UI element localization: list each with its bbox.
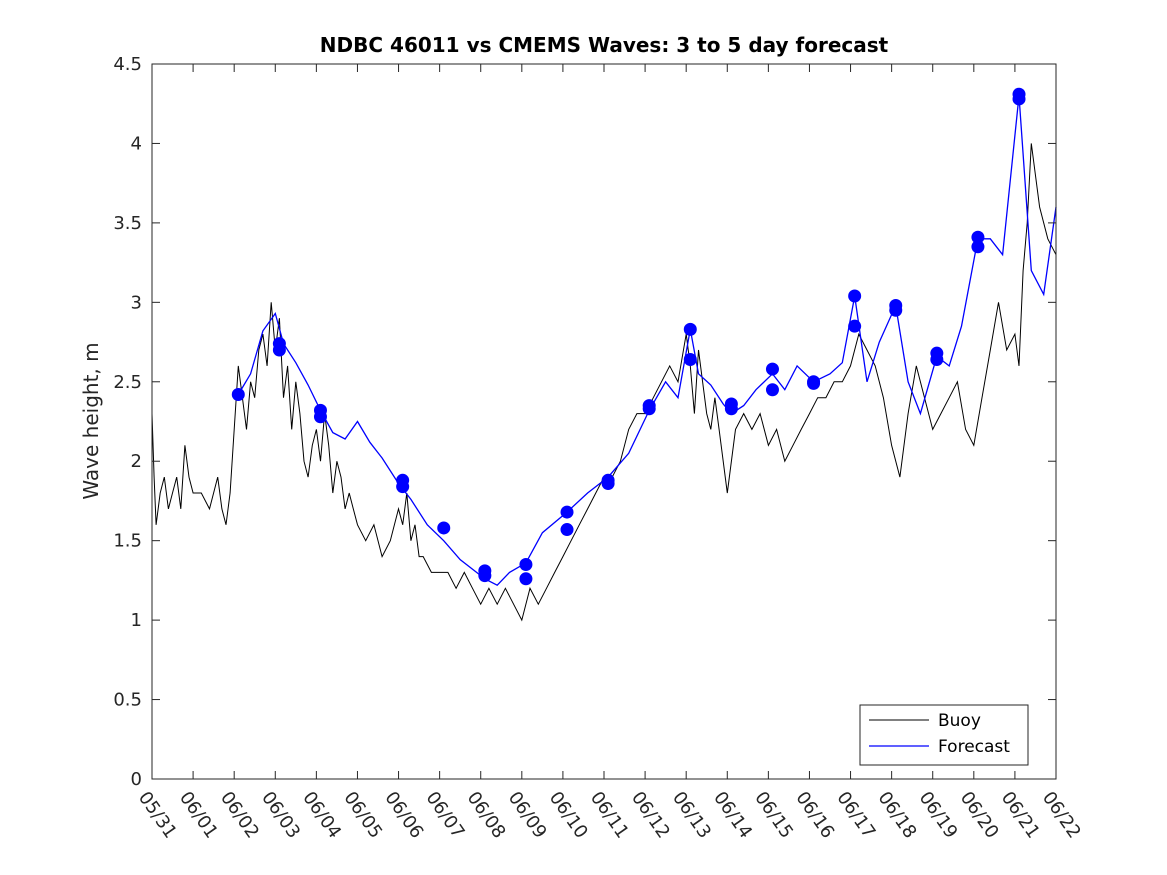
forecast-marker: [396, 480, 410, 494]
y-tick-label: 0: [131, 769, 142, 790]
forecast-marker: [519, 558, 533, 571]
y-axis-label: Wave height, m: [79, 342, 103, 499]
forecast-marker: [971, 230, 985, 244]
y-tick-label: 0.5: [113, 690, 142, 711]
forecast-marker: [683, 322, 697, 336]
forecast-marker: [437, 521, 451, 535]
forecast-marker: [601, 476, 615, 490]
forecast-marker: [889, 303, 903, 317]
y-tick-label: 4.5: [113, 54, 142, 75]
y-tick-label: 3: [131, 292, 142, 313]
plot-area: [151, 87, 1057, 622]
forecast-marker: [848, 289, 862, 303]
y-axis-ticks: 0 0.5 1 1.5 2 2.5 3 3.5 4 4.5: [113, 54, 1056, 790]
forecast-marker: [765, 362, 779, 376]
forecast-marker: [642, 402, 656, 416]
forecast-marker: [478, 569, 492, 583]
y-tick-label: 3.5: [113, 213, 142, 234]
forecast-marker: [724, 402, 738, 416]
y-tick-label: 1.5: [113, 531, 142, 552]
chart-title: NDBC 46011 vs CMEMS Waves: 3 to 5 day fo…: [320, 33, 889, 57]
legend: Buoy Forecast: [859, 704, 1029, 766]
forecast-marker: [1012, 92, 1026, 106]
y-tick-label: 1: [131, 610, 142, 631]
forecast-marker: [930, 353, 944, 367]
y-tick-label: 2: [131, 451, 142, 472]
forecast-marker: [519, 572, 533, 586]
buoy-series-line: [151, 143, 1057, 622]
legend-buoy-label: Buoy: [938, 711, 981, 731]
forecast-marker: [971, 240, 985, 254]
forecast-series-line: [237, 95, 1057, 586]
legend-forecast-label: Forecast: [938, 737, 1010, 757]
forecast-marker: [807, 376, 821, 390]
y-tick-label: 4: [131, 133, 142, 154]
forecast-marker: [848, 319, 862, 333]
legend-box: [859, 704, 1029, 766]
forecast-marker: [313, 410, 327, 424]
y-tick-label: 2.5: [113, 372, 142, 393]
forecast-marker: [560, 523, 574, 537]
forecast-marker: [765, 383, 779, 397]
forecast-marker: [683, 353, 697, 367]
forecast-marker: [272, 343, 286, 357]
forecast-marker: [231, 387, 245, 401]
forecast-marker: [560, 505, 574, 519]
